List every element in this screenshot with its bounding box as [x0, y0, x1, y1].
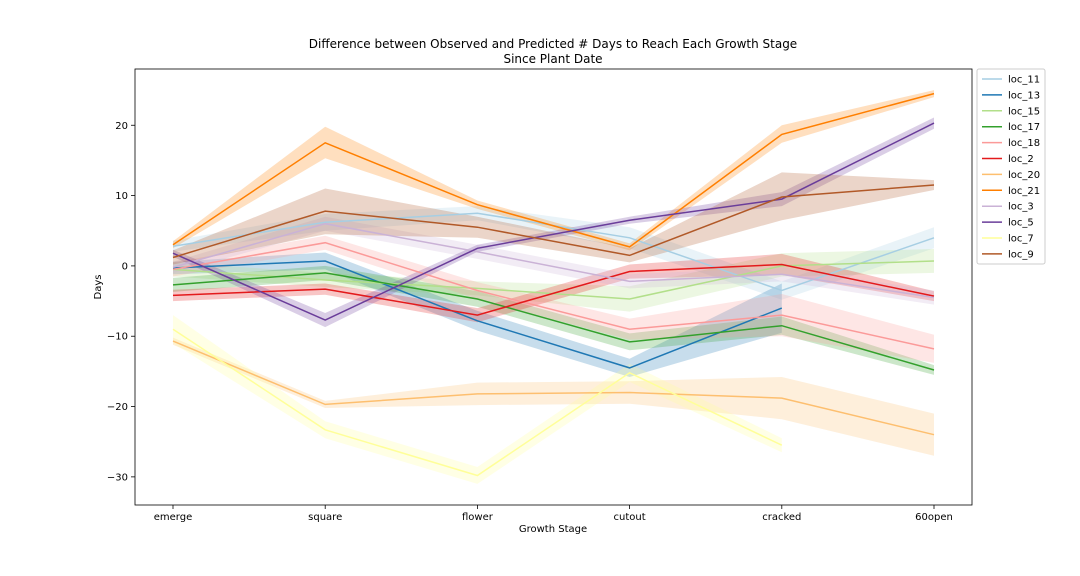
confidence-band-loc_3: [173, 216, 934, 305]
y-tick-label: 20: [115, 121, 128, 132]
y-tick-label: −20: [107, 402, 128, 413]
series-line-loc_13: [172, 260, 783, 369]
x-tick-label: cutout: [614, 512, 646, 523]
x-tick-label: flower: [462, 512, 494, 523]
legend-label-loc_20: loc_20: [1008, 170, 1040, 181]
y-tick-label: 10: [115, 191, 128, 202]
y-tick-label: −30: [107, 472, 128, 483]
legend-label-loc_3: loc_3: [1008, 202, 1034, 213]
series-line-loc_17: [172, 272, 935, 371]
x-tick-label: cracked: [762, 512, 801, 523]
legend: loc_11 loc_13 loc_15 loc_17 loc_18 loc_2 loc_2…: [976, 68, 1046, 265]
series-line-loc_2: [172, 263, 935, 316]
x-tick-label: emerge: [154, 512, 192, 523]
series-line-loc_5: [172, 122, 935, 321]
legend-frame: [976, 68, 1046, 265]
legend-label-loc_18: loc_18: [1008, 138, 1040, 149]
chart-subtitle: Since Plant Date: [503, 52, 602, 66]
series-line-loc_18: [172, 241, 935, 350]
confidence-band-loc_15: [173, 249, 934, 312]
x-tick-label: square: [308, 512, 342, 523]
confidence-band-loc_9: [173, 172, 934, 265]
legend-label-loc_7: loc_7: [1008, 234, 1034, 245]
x-axis: emerge square flower cutout cracked 60open: [154, 505, 953, 523]
plot-frame: [134, 68, 973, 506]
y-axis-label: Days: [93, 275, 104, 300]
y-axis: −30 −20 −10 0 10 20: [107, 121, 135, 483]
series-line-loc_21: [172, 92, 935, 248]
legend-label-loc_13: loc_13: [1008, 90, 1040, 101]
legend-label-loc_2: loc_2: [1008, 154, 1034, 165]
series-lines: [172, 92, 935, 477]
chart-title: Difference between Observed and Predicte…: [309, 37, 797, 51]
y-tick-label: −10: [107, 332, 128, 343]
legend-label-loc_5: loc_5: [1008, 218, 1034, 229]
x-tick-label: 60open: [915, 512, 953, 523]
y-tick-label: 0: [122, 261, 128, 272]
confidence-band-loc_18: [173, 235, 934, 363]
legend-label-loc_15: loc_15: [1008, 106, 1040, 117]
legend-label-loc_21: loc_21: [1008, 186, 1040, 197]
series-line-loc_9: [172, 184, 935, 259]
series-line-loc_7: [172, 328, 783, 477]
x-axis-label: Growth Stage: [519, 524, 587, 535]
confidence-band-loc_2: [173, 253, 934, 323]
legend-label-loc_11: loc_11: [1008, 75, 1040, 86]
legend-label-loc_17: loc_17: [1008, 122, 1040, 133]
series-line-loc_20: [172, 340, 935, 436]
legend-label-loc_9: loc_9: [1008, 249, 1034, 260]
series-line-loc_3: [172, 222, 935, 299]
confidence-band-loc_20: [173, 337, 934, 456]
